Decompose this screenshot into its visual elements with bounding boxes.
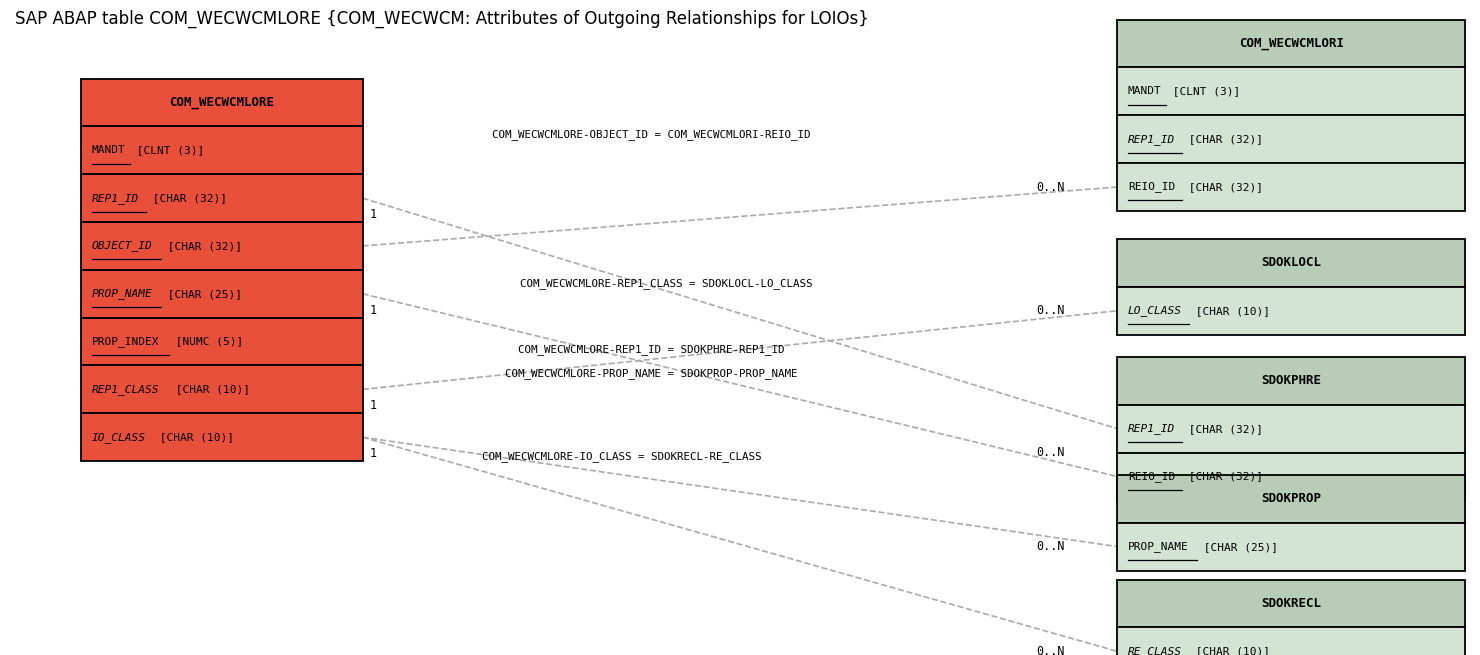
Text: IO_CLASS: IO_CLASS [92,432,145,443]
Text: MANDT: MANDT [1128,86,1162,96]
Text: REP1_ID: REP1_ID [1128,423,1175,434]
FancyBboxPatch shape [81,270,363,318]
FancyBboxPatch shape [81,413,363,461]
Text: COM_WECWCMLORE-REP1_CLASS = SDOKLOCL-LO_CLASS: COM_WECWCMLORE-REP1_CLASS = SDOKLOCL-LO_… [519,278,813,289]
Text: [CHAR (10)]: [CHAR (10)] [154,432,234,442]
FancyBboxPatch shape [81,79,363,126]
Text: OBJECT_ID: OBJECT_ID [92,240,152,252]
Text: 0..N: 0..N [1036,181,1064,193]
Text: MANDT: MANDT [92,145,126,155]
Text: [CHAR (10)]: [CHAR (10)] [1190,306,1270,316]
Text: COM_WECWCMLORI: COM_WECWCMLORI [1239,37,1344,50]
Text: REP1_ID: REP1_ID [92,193,139,204]
Text: LO_CLASS: LO_CLASS [1128,305,1181,316]
Text: [CHAR (32)]: [CHAR (32)] [161,241,243,251]
FancyBboxPatch shape [1117,580,1465,627]
Text: [NUMC (5)]: [NUMC (5)] [169,337,243,346]
Text: COM_WECWCMLORE-OBJECT_ID = COM_WECWCMLORI-REIO_ID: COM_WECWCMLORE-OBJECT_ID = COM_WECWCMLOR… [491,129,811,140]
Text: PROP_NAME: PROP_NAME [92,288,152,299]
FancyBboxPatch shape [81,222,363,270]
Text: [CHAR (32)]: [CHAR (32)] [1181,182,1262,192]
Text: [CHAR (10)]: [CHAR (10)] [169,384,250,394]
Text: 0..N: 0..N [1036,305,1064,317]
Text: COM_WECWCMLORE-IO_CLASS = SDOKRECL-RE_CLASS: COM_WECWCMLORE-IO_CLASS = SDOKRECL-RE_CL… [482,451,761,462]
FancyBboxPatch shape [1117,523,1465,571]
Text: SDOKPROP: SDOKPROP [1261,493,1322,505]
FancyBboxPatch shape [1117,115,1465,163]
Text: PROP_INDEX: PROP_INDEX [92,336,160,347]
Text: [CLNT (3)]: [CLNT (3)] [130,145,204,155]
FancyBboxPatch shape [81,365,363,413]
Text: REP1_ID: REP1_ID [1128,134,1175,145]
Text: 0..N: 0..N [1036,645,1064,655]
Text: COM_WECWCMLORE-REP1_ID = SDOKPHRE-REP1_ID: COM_WECWCMLORE-REP1_ID = SDOKPHRE-REP1_I… [518,344,784,354]
Text: COM_WECWCMLORE: COM_WECWCMLORE [170,96,274,109]
FancyBboxPatch shape [81,126,363,174]
FancyBboxPatch shape [1117,405,1465,453]
Text: 0..N: 0..N [1036,446,1064,459]
FancyBboxPatch shape [81,174,363,222]
FancyBboxPatch shape [1117,163,1465,211]
FancyBboxPatch shape [81,318,363,365]
Text: [CHAR (32)]: [CHAR (32)] [145,193,226,203]
FancyBboxPatch shape [1117,357,1465,405]
Text: RE_CLASS: RE_CLASS [1128,646,1181,655]
Text: 1: 1 [370,400,377,412]
FancyBboxPatch shape [1117,627,1465,655]
Text: REIO_ID: REIO_ID [1128,181,1175,193]
Text: [CHAR (25)]: [CHAR (25)] [161,289,243,299]
Text: [CLNT (3)]: [CLNT (3)] [1166,86,1240,96]
FancyBboxPatch shape [1117,239,1465,287]
Text: SAP ABAP table COM_WECWCMLORE {COM_WECWCM: Attributes of Outgoing Relationships : SAP ABAP table COM_WECWCMLORE {COM_WECWC… [15,10,869,28]
Text: SDOKLOCL: SDOKLOCL [1261,257,1322,269]
Text: PROP_NAME: PROP_NAME [1128,541,1188,552]
Text: 0..N: 0..N [1036,540,1064,553]
FancyBboxPatch shape [1117,20,1465,67]
Text: 1: 1 [370,447,377,460]
FancyBboxPatch shape [1117,453,1465,500]
Text: REIO_ID: REIO_ID [1128,471,1175,482]
Text: 1: 1 [370,304,377,316]
FancyBboxPatch shape [1117,475,1465,523]
Text: [CHAR (32)]: [CHAR (32)] [1181,472,1262,481]
Text: SDOKRECL: SDOKRECL [1261,597,1322,610]
FancyBboxPatch shape [1117,67,1465,115]
Text: [CHAR (32)]: [CHAR (32)] [1181,134,1262,144]
FancyBboxPatch shape [1117,287,1465,335]
Text: [CHAR (10)]: [CHAR (10)] [1190,646,1270,655]
Text: [CHAR (25)]: [CHAR (25)] [1197,542,1279,552]
Text: SDOKPHRE: SDOKPHRE [1261,375,1322,387]
Text: 1: 1 [370,208,377,221]
Text: COM_WECWCMLORE-PROP_NAME = SDOKPROP-PROP_NAME: COM_WECWCMLORE-PROP_NAME = SDOKPROP-PROP… [505,368,798,379]
Text: REP1_CLASS: REP1_CLASS [92,384,160,395]
Text: [CHAR (32)]: [CHAR (32)] [1181,424,1262,434]
